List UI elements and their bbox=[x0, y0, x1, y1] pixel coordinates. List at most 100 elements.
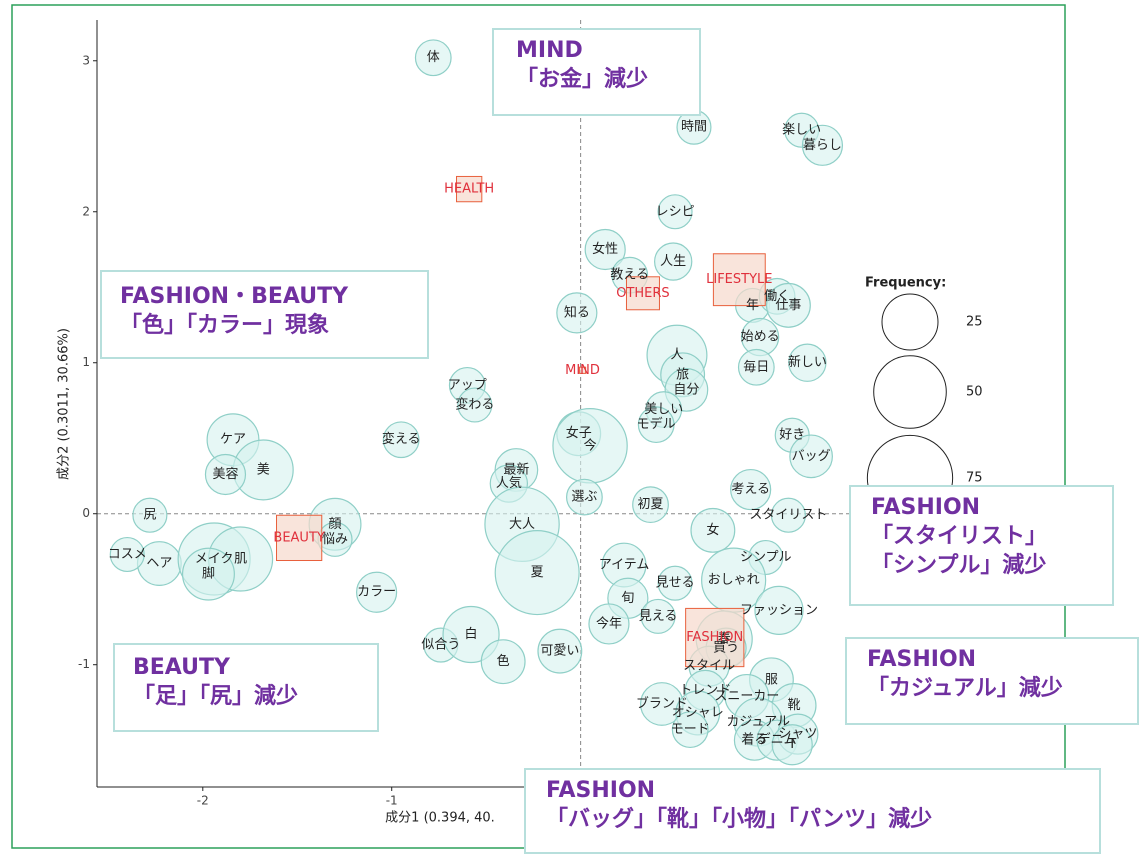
point-label: 人生 bbox=[660, 254, 686, 269]
point-label: 大人 bbox=[509, 517, 535, 532]
point-label: 尻 bbox=[143, 508, 156, 523]
point bbox=[771, 724, 813, 766]
point-label: カラー bbox=[357, 585, 396, 600]
category-box bbox=[456, 175, 483, 203]
point bbox=[457, 387, 493, 423]
point-label: 今年 bbox=[596, 615, 622, 631]
annotation: FASHION 「カジュアル」減少 bbox=[845, 637, 1139, 725]
point-label: 暮らし bbox=[803, 138, 842, 153]
point bbox=[640, 598, 676, 634]
point-label: モデル bbox=[637, 416, 676, 432]
point-label: 好き bbox=[779, 428, 805, 443]
annotation-line: MIND bbox=[516, 38, 583, 63]
point bbox=[788, 343, 827, 382]
category-box bbox=[712, 253, 766, 307]
y-tick-label: 0 bbox=[82, 506, 90, 520]
point-label: レシピ bbox=[656, 204, 695, 219]
point bbox=[556, 292, 598, 334]
legend-label: 25 bbox=[966, 315, 983, 330]
point-label: 靴 bbox=[788, 698, 801, 713]
annotation-line: 「お金」減少 bbox=[516, 67, 649, 92]
point-label: アップ bbox=[448, 378, 487, 393]
y-tick-label: 1 bbox=[82, 355, 90, 369]
point bbox=[181, 547, 235, 601]
point bbox=[584, 228, 626, 271]
point bbox=[632, 486, 669, 524]
point bbox=[588, 603, 630, 645]
point-label: 働く bbox=[764, 289, 790, 304]
x-tick-label: -2 bbox=[197, 794, 209, 808]
point-label: 美 bbox=[257, 462, 270, 477]
point bbox=[132, 497, 168, 533]
point-label: デニム bbox=[758, 732, 797, 748]
legend-label: 50 bbox=[966, 385, 983, 400]
category-label: HEALTH bbox=[444, 182, 494, 197]
point-label: 最新 bbox=[503, 461, 529, 477]
y-tick-label: 3 bbox=[82, 53, 90, 67]
point-label: 見える bbox=[639, 609, 678, 624]
point-label: 教える bbox=[610, 267, 649, 283]
point-label: ファッション bbox=[740, 603, 818, 618]
point-label: 知る bbox=[564, 304, 590, 320]
x-axis-label: 成分1 (0.394, 40. bbox=[385, 811, 495, 826]
annotation-line: 「シンプル」減少 bbox=[871, 553, 1047, 578]
point-label: 脚 bbox=[202, 566, 215, 582]
point-label: 買う bbox=[713, 641, 739, 656]
point-label: 女性 bbox=[592, 241, 618, 257]
point bbox=[566, 478, 603, 516]
point-label: 見せる bbox=[656, 576, 695, 591]
point bbox=[109, 536, 145, 573]
point bbox=[690, 507, 736, 553]
point-label: 白 bbox=[465, 626, 478, 642]
point bbox=[801, 124, 844, 166]
annotation-line: 「色」「カラー」現象 bbox=[120, 313, 330, 338]
point-label: モード bbox=[671, 722, 710, 737]
point bbox=[637, 406, 675, 444]
category-box bbox=[578, 366, 587, 374]
point-label: スタイル bbox=[683, 659, 735, 674]
annotation: FASHION 「スタイリスト」 「シンプル」減少 bbox=[849, 485, 1114, 606]
annotation-line: FASHION bbox=[546, 778, 656, 803]
point-label: 着る bbox=[741, 732, 767, 748]
y-axis-label: 成分2 (0.3011, 30.66%) bbox=[57, 328, 72, 480]
annotation-line: FASHION bbox=[871, 495, 981, 520]
point-label: コスメ bbox=[108, 547, 147, 562]
point-label: 選ぶ bbox=[571, 490, 597, 505]
point-label: 新しい bbox=[788, 354, 827, 370]
point bbox=[204, 453, 247, 496]
category-label: OTHERS bbox=[616, 286, 669, 301]
point bbox=[671, 711, 709, 749]
point-label: カジュアル bbox=[726, 715, 790, 730]
point bbox=[730, 468, 772, 511]
point-label: 夏 bbox=[531, 565, 544, 580]
point-label: メイク bbox=[195, 552, 234, 567]
point bbox=[765, 282, 811, 328]
annotation: FASHION・BEAUTY 「色」「カラー」現象 bbox=[100, 270, 429, 359]
y-tick-label: -1 bbox=[78, 657, 90, 671]
point-label: 変わる bbox=[455, 397, 494, 413]
point-label: オシャレ bbox=[672, 706, 724, 721]
point bbox=[355, 571, 398, 613]
point-label: 人気 bbox=[496, 475, 522, 491]
point-label: シャツ bbox=[778, 727, 817, 742]
point-label: 時間 bbox=[681, 120, 707, 135]
point-label: おしゃれ bbox=[708, 573, 760, 588]
point-label: 初夏 bbox=[638, 497, 664, 512]
point-label: 変える bbox=[382, 431, 421, 447]
point bbox=[494, 530, 580, 616]
point-label: 体 bbox=[427, 50, 440, 65]
point-label: 年 bbox=[746, 298, 759, 313]
annotation-line: 「足」「尻」減少 bbox=[133, 684, 299, 709]
annotation: MIND 「お金」減少 bbox=[492, 28, 701, 116]
point bbox=[770, 497, 806, 533]
category-label: LIFESTYLE bbox=[706, 272, 772, 287]
point-label: 肌 bbox=[234, 552, 247, 567]
legend-circle bbox=[873, 355, 947, 429]
point-label: 可愛い bbox=[540, 644, 579, 659]
point-label: 美しい bbox=[644, 402, 683, 417]
point-label: 楽しい bbox=[782, 122, 821, 138]
point bbox=[480, 639, 526, 685]
point-label: スニーカー bbox=[714, 689, 779, 704]
legend-label: 75 bbox=[966, 471, 983, 486]
